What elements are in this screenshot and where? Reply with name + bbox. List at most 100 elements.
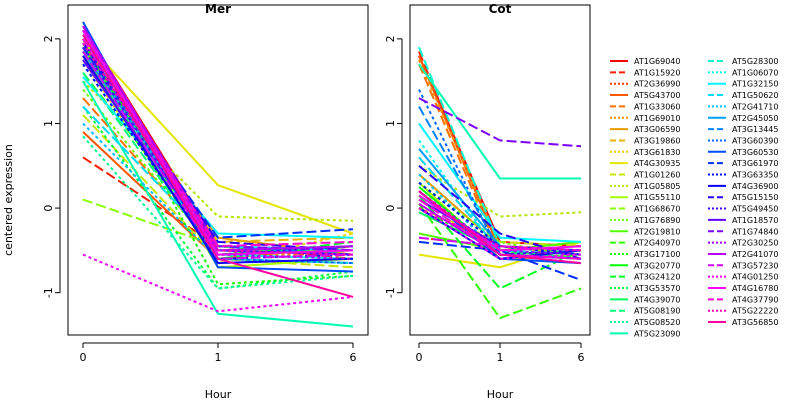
x-tick-label: 6: [578, 351, 585, 364]
series-line-AT2G36990: [82, 38, 353, 256]
legend-label: AT3G20770: [634, 261, 680, 270]
legend-item: AT1G68670: [610, 205, 680, 214]
y-tick-label: 2: [42, 35, 55, 42]
series-line-AT4G39070: [82, 55, 354, 256]
legend-label: AT1G50620: [732, 91, 778, 100]
legend-label: AT3G17100: [634, 250, 680, 259]
legend-item: AT5G08190: [610, 307, 680, 316]
y-axis-label: centered expression: [2, 144, 15, 256]
legend-item: AT3G63350: [708, 171, 778, 180]
legend-label: AT4G37790: [732, 295, 778, 304]
legend-label: AT3G60530: [732, 148, 778, 157]
legend-label: AT4G39070: [634, 295, 680, 304]
legend-item: AT4G37790: [708, 295, 778, 304]
legend-item: AT3G60390: [708, 136, 778, 145]
legend-label: AT3G61970: [732, 159, 778, 168]
series-line-AT4G01250: [82, 253, 354, 313]
panels-layer: Mer 0 1 6 -1 0 1 2 Hour Cot 0 1 6 -1 0 1 2 Hour: [42, 2, 591, 400]
legend-item: AT2G40970: [610, 239, 680, 248]
y-tick-label: 0: [384, 205, 397, 212]
legend-item: AT3G57230: [708, 261, 778, 270]
legend-item: AT5G28300: [708, 57, 778, 66]
legend-label: AT3G60390: [732, 136, 778, 145]
legend-item: AT5G23090: [610, 329, 680, 338]
legend-item: AT1G69040: [610, 57, 680, 66]
legend-item: AT1G05805: [610, 182, 680, 191]
legend-label: AT1G01260: [634, 171, 680, 180]
y-tick-label: 0: [42, 205, 55, 212]
legend-item: AT2G41070: [708, 250, 778, 259]
series-line-AT1G69010: [418, 59, 582, 252]
legend-item: AT2G19810: [610, 227, 680, 236]
legend-item: AT2G45050: [708, 114, 778, 123]
legend-label: AT2G19810: [634, 227, 680, 236]
legend-label: AT1G68670: [634, 205, 680, 214]
legend-item: AT3G53570: [610, 284, 680, 293]
series-line-AT1G74840: [418, 97, 582, 148]
legend-item: AT4G30935: [610, 159, 680, 168]
series-line-AT3G60390: [418, 89, 582, 260]
series-line-AT5G23090: [418, 63, 581, 180]
legend-item: AT1G32150: [708, 80, 778, 89]
series-line-AT1G69040: [82, 25, 354, 252]
y-tick-label: 1: [384, 120, 397, 127]
legend-label: AT2G41070: [732, 250, 778, 259]
legend-label: AT5G28300: [732, 57, 778, 66]
panel-title: Cot: [489, 2, 512, 16]
legend-item: AT1G01260: [610, 171, 680, 180]
legend-label: AT5G49450: [732, 205, 778, 214]
legend-item: AT1G33060: [610, 102, 680, 111]
legend-item: AT3G61970: [708, 159, 778, 168]
series-line-AT1G74840: [82, 29, 354, 252]
legend-label: AT3G57230: [732, 261, 778, 270]
legend-label: AT3G13445: [732, 125, 778, 134]
legend-item: AT2G41710: [708, 102, 778, 111]
legend-item: AT1G55110: [610, 193, 680, 202]
legend-label: AT4G16780: [732, 284, 778, 293]
series-line-AT1G69010: [82, 34, 354, 260]
series-line-AT2G40970: [418, 203, 582, 320]
series-line-AT4G01250: [418, 207, 582, 260]
legend-item: AT4G36900: [708, 182, 778, 191]
legend-item: AT3G61830: [610, 148, 680, 157]
legend-label: AT3G24120: [634, 273, 680, 282]
legend-label: AT2G45050: [732, 114, 778, 123]
legend-item: AT1G76890: [610, 216, 680, 225]
legend-item: AT3G24120: [610, 273, 680, 282]
legend-label: AT1G18570: [732, 216, 778, 225]
legend: AT1G69040 AT1G15920 AT2G36990 AT5G43700 AT1G…: [610, 57, 778, 338]
series-line-AT1G50620: [82, 105, 354, 252]
legend-label: AT1G69040: [634, 57, 680, 66]
series-line-AT4G30935: [82, 38, 354, 235]
legend-label: AT3G06590: [634, 125, 680, 134]
series-line-AT3G56850: [82, 34, 354, 298]
series-line-AT3G06590: [82, 55, 354, 256]
panel-title: Mer: [205, 2, 231, 16]
legend-label: AT3G56850: [732, 318, 778, 327]
legend-label: AT4G01250: [732, 273, 778, 282]
x-tick-label: 0: [416, 351, 423, 364]
series-line-AT2G45050: [418, 148, 582, 252]
legend-item: AT1G74840: [708, 227, 778, 236]
legend-label: AT5G23090: [634, 329, 680, 338]
legend-item: AT5G15150: [708, 193, 778, 202]
legend-label: AT1G33060: [634, 102, 680, 111]
series-line-AT4G16780: [418, 194, 582, 252]
series-line-AT5G43700: [418, 55, 582, 252]
legend-label: AT3G61830: [634, 148, 680, 157]
legend-item: AT1G06070: [708, 68, 778, 77]
legend-label: AT1G76890: [634, 216, 680, 225]
legend-item: AT1G15920: [610, 68, 680, 77]
legend-item: AT3G13445: [708, 125, 778, 134]
legend-item: AT4G01250: [708, 273, 778, 282]
series-line-AT4G37790: [418, 198, 582, 260]
x-tick-label: 6: [350, 351, 357, 364]
legend-item: AT3G56850: [708, 318, 778, 327]
legend-label: AT4G30935: [634, 159, 680, 168]
series-line-AT5G15150: [418, 165, 582, 260]
legend-item: AT1G18570: [708, 216, 778, 225]
legend-label: AT5G15150: [732, 193, 778, 202]
x-axis-label: Hour: [205, 388, 232, 400]
legend-item: AT4G16780: [708, 284, 778, 293]
